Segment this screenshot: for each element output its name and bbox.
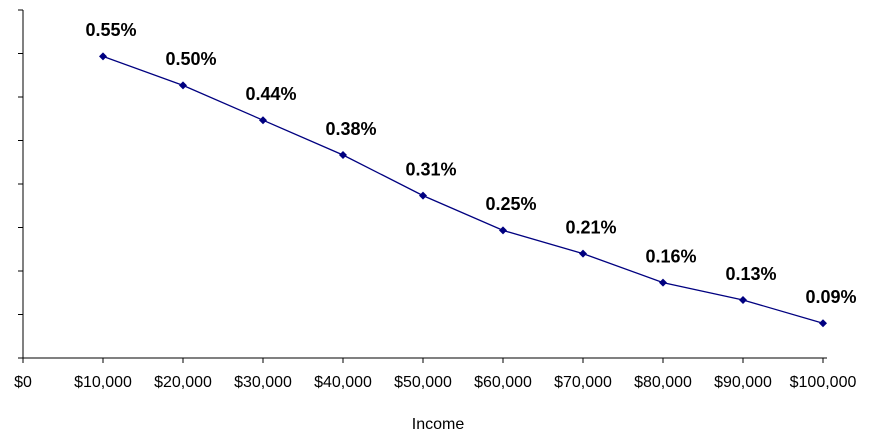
data-label: 0.31% xyxy=(405,159,456,179)
data-label: 0.09% xyxy=(805,287,856,307)
x-tick-label: $60,000 xyxy=(474,374,532,391)
x-tick-label: $10,000 xyxy=(74,374,132,391)
data-label: 0.21% xyxy=(565,217,616,237)
x-tick-label: $50,000 xyxy=(394,374,452,391)
point xyxy=(819,319,827,328)
line xyxy=(102,55,824,324)
x-tick-label: $90,000 xyxy=(714,374,772,391)
data-label: 0.16% xyxy=(645,246,696,266)
point xyxy=(259,116,267,125)
data-label: 0.55% xyxy=(85,20,136,40)
x-tick-label: $40,000 xyxy=(314,374,372,391)
x-tick-label: $20,000 xyxy=(154,374,212,391)
x-tick-label: $100,000 xyxy=(790,374,857,391)
x-tick-label: $0 xyxy=(14,374,32,391)
point xyxy=(659,278,667,287)
point xyxy=(499,226,507,235)
x-axis-title: Income xyxy=(412,416,465,433)
point xyxy=(179,81,187,90)
x-tick-label: $80,000 xyxy=(634,374,692,391)
x-tick-label: $30,000 xyxy=(234,374,292,391)
data-label: 0.44% xyxy=(245,84,296,104)
point xyxy=(99,52,107,61)
x-tick-label: $70,000 xyxy=(554,374,612,391)
point xyxy=(419,191,427,200)
point xyxy=(579,249,587,258)
data-label: 0.13% xyxy=(725,264,776,284)
point xyxy=(339,151,347,159)
data-label: 0.25% xyxy=(485,194,536,214)
data-label: 0.38% xyxy=(325,119,376,139)
data-label: 0.50% xyxy=(165,49,216,69)
point xyxy=(739,296,747,304)
